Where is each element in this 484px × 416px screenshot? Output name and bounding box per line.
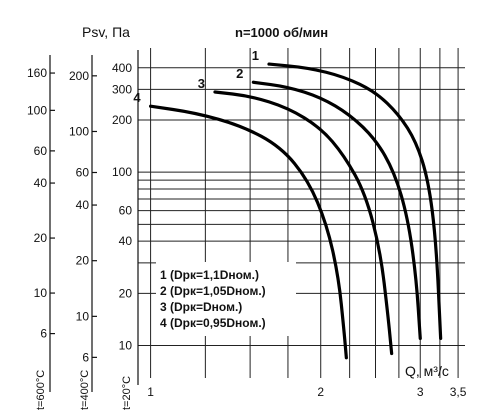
- extra-axis-tick-label: 10: [34, 286, 48, 300]
- curves: 12 3 4: [133, 48, 443, 360]
- series-line-1: [267, 62, 443, 340]
- extra-axis-tick-label: 40: [76, 198, 90, 212]
- legend-box: [156, 262, 296, 336]
- legend-item-3: 3 (Dpк=Dном.): [160, 300, 242, 314]
- series-line-2: [251, 80, 422, 340]
- legend-item-1: 1 (Dpк=1,1Dном.): [160, 268, 259, 282]
- y-axis-label: Psv, Па: [82, 24, 130, 40]
- y-tick-label: 300: [112, 82, 132, 96]
- x-tick-label: 2: [317, 385, 324, 399]
- x-tick-label: 3: [417, 385, 424, 399]
- extra-axis-tick-label: 6: [40, 327, 47, 341]
- x-axis-label: Q, м³/с: [405, 363, 449, 379]
- legend-item-4: 4 (Dpк=0,95Dном.): [160, 316, 266, 330]
- axis-temp-label-600: t=600°C: [35, 370, 47, 410]
- y-tick-label: 60: [119, 204, 133, 218]
- extra-axis-tick-label: 60: [34, 144, 48, 158]
- legend-item-2: 2 (Dpк=1,05Dном.): [160, 284, 266, 298]
- y-tick-label: 400: [112, 61, 132, 75]
- y-tick-label: 40: [119, 234, 133, 248]
- x-tick-label: 3,5: [450, 385, 467, 399]
- x-tick-label: 1: [147, 385, 154, 399]
- series-line-3: [213, 90, 394, 356]
- extra-axis-tick-label: 6: [82, 350, 89, 364]
- series-label-1: 1: [252, 48, 259, 63]
- series-line-4: [148, 104, 348, 360]
- y-tick-label: 100: [112, 165, 132, 179]
- extra-axis-tick-label: 20: [34, 231, 48, 245]
- extra-axis-tick-label: 40: [34, 176, 48, 190]
- series-label-2: 2: [236, 66, 243, 81]
- y-tick-label: 200: [112, 113, 132, 127]
- extra-axis-tick-label: 60: [76, 165, 90, 179]
- extra-axis-tick-label: 160: [27, 66, 47, 80]
- series-label-3: 3: [198, 76, 205, 91]
- y-tick-label: 10: [119, 339, 133, 353]
- extra-axis-tick-label: 20: [76, 254, 90, 268]
- chart-title: n=1000 об/мин: [235, 25, 328, 40]
- series-label-4: 4: [133, 90, 141, 105]
- axes: [49, 50, 139, 392]
- axis-temp-label-20: t=20°C: [121, 376, 133, 410]
- extra-axis-tick-label: 100: [27, 103, 47, 117]
- extra-axis-tick-label: 100: [69, 124, 89, 138]
- extra-axis-tick-label: 200: [69, 69, 89, 83]
- extra-axis-tick-label: 10: [76, 309, 90, 323]
- axis-temp-label-400: t=400°C: [79, 370, 91, 410]
- y-tick-label: 20: [119, 286, 133, 300]
